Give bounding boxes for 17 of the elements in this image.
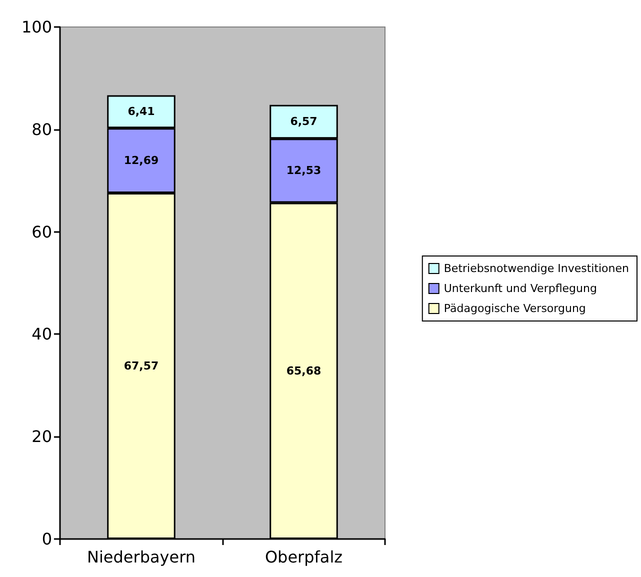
y-tick-label: 60 — [32, 222, 52, 242]
data-label: 6,57 — [290, 115, 318, 128]
data-label: 6,41 — [128, 105, 155, 118]
legend-label: Betriebsnotwendige Investitionen — [444, 262, 630, 275]
y-tick-label: 80 — [32, 120, 52, 139]
legend-label: Unterkunft und Verpflegung — [444, 282, 597, 295]
data-label: 12,69 — [124, 154, 159, 168]
data-label: 12,53 — [286, 164, 322, 178]
data-label: 65,68 — [286, 364, 322, 378]
y-tick-label: 20 — [32, 427, 52, 446]
x-tick-label: Niederbayern — [86, 548, 196, 566]
legend-label: Pädagogische Versorgung — [444, 302, 586, 315]
x-tick-label: Oberpfalz — [264, 548, 343, 566]
data-label: 67,57 — [124, 360, 159, 373]
y-tick-label: 100 — [21, 18, 52, 36]
y-tick-label: 40 — [32, 324, 52, 344]
y-tick-label: 0 — [42, 530, 52, 548]
